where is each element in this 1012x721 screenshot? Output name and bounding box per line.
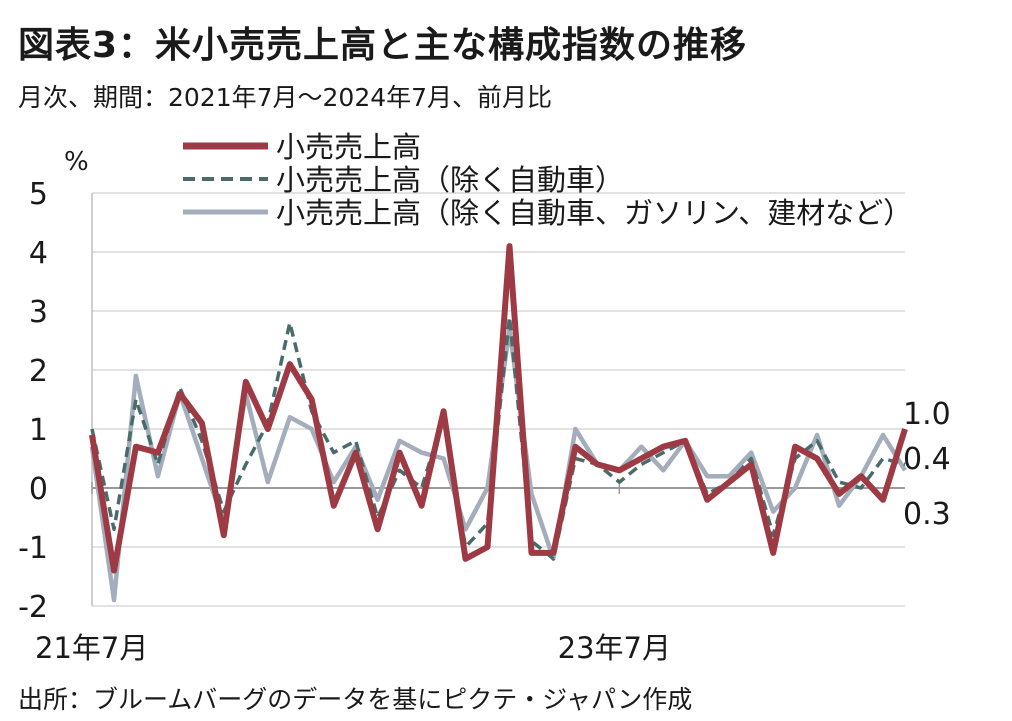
y-tick-label: 0 xyxy=(29,472,48,507)
legend-label-0: 小売売上高 xyxy=(276,130,421,164)
series-line-1 xyxy=(90,315,906,561)
y-tick-label: -2 xyxy=(18,590,48,625)
x-axis: 21年7月 23年7月 xyxy=(35,482,671,665)
source-note: 出所：ブルームバーグのデータを基にピクテ・ジャパン作成 xyxy=(18,685,693,714)
y-tick-label: 3 xyxy=(29,295,48,330)
end-labels: 1.0 0.4 0.3 xyxy=(903,397,951,532)
legend-label-1: 小売売上高（除く自動車） xyxy=(276,163,624,197)
series-lines xyxy=(89,243,908,603)
y-tick-label: 1 xyxy=(29,413,48,448)
y-axis: 5 4 3 2 1 0 -1 -2 xyxy=(18,177,93,625)
end-value-label-1: 0.4 xyxy=(903,442,951,477)
y-tick-label: 2 xyxy=(29,354,48,389)
series-line-0 xyxy=(89,243,908,574)
y-tick-label: 5 xyxy=(29,177,48,212)
y-axis-unit: % xyxy=(64,147,89,177)
page-title: 図表3：米小売売上高と主な構成指数の推移 xyxy=(18,25,748,66)
end-value-label-0: 1.0 xyxy=(903,397,951,432)
x-tick-label: 23年7月 xyxy=(558,631,671,665)
x-tick-label: 21年7月 xyxy=(35,631,148,665)
end-value-label-2: 0.3 xyxy=(903,497,951,532)
chart-subtitle: 月次、期間：2021年7月～2024年7月、前月比 xyxy=(18,83,553,112)
y-tick-label: -1 xyxy=(18,531,48,566)
legend-label-2: 小売売上高（除く自動車、ガソリン、建材など） xyxy=(276,196,912,230)
y-tick-label: 4 xyxy=(29,236,48,271)
